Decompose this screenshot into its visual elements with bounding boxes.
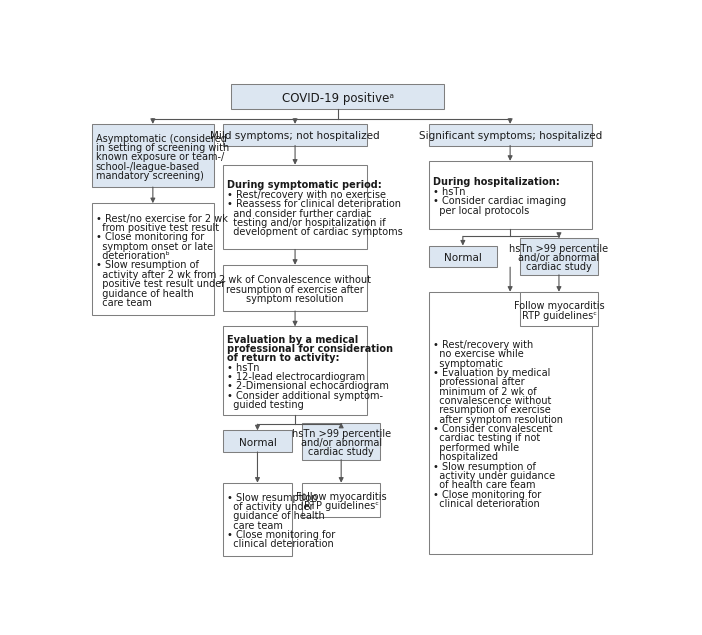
Text: • Consider additional symptom-: • Consider additional symptom- — [227, 391, 383, 401]
Bar — [223, 483, 291, 556]
Bar — [223, 164, 366, 250]
Text: performed while: performed while — [432, 443, 519, 453]
Text: symptomatic: symptomatic — [432, 359, 503, 368]
Bar — [223, 431, 291, 452]
Text: 2 wk of Convalescence without: 2 wk of Convalescence without — [219, 276, 371, 285]
Text: hsTn >99 percentile: hsTn >99 percentile — [291, 429, 391, 439]
Text: symptom onset or late: symptom onset or late — [95, 242, 213, 251]
Bar — [520, 292, 597, 326]
Text: guidance of health: guidance of health — [95, 288, 193, 298]
Text: hospitalized: hospitalized — [432, 452, 498, 462]
Bar — [520, 238, 597, 275]
Text: • 2-Dimensional echocardiogram: • 2-Dimensional echocardiogram — [227, 382, 389, 392]
Bar — [429, 124, 592, 145]
Text: • Slow resumption of: • Slow resumption of — [95, 260, 199, 271]
Text: hsTn >99 percentile: hsTn >99 percentile — [510, 244, 609, 254]
Text: Follow myocarditis: Follow myocarditis — [296, 492, 387, 502]
Bar — [303, 423, 380, 460]
Text: • Close monitoring for: • Close monitoring for — [95, 232, 204, 243]
Text: • Consider cardiac imaging: • Consider cardiac imaging — [432, 196, 566, 206]
Bar — [429, 161, 592, 229]
Text: per local protocols: per local protocols — [432, 206, 529, 215]
Text: school-/league-based: school-/league-based — [95, 161, 199, 171]
Text: cardiac study: cardiac study — [308, 447, 374, 457]
Text: COVID-19 positiveᵃ: COVID-19 positiveᵃ — [282, 92, 394, 105]
Text: • Rest/recovery with: • Rest/recovery with — [432, 340, 533, 350]
Bar — [92, 124, 214, 187]
Text: in setting of screening with: in setting of screening with — [95, 143, 229, 153]
Text: positive test result under: positive test result under — [95, 279, 225, 289]
Text: RTP guidelinesᶜ: RTP guidelinesᶜ — [304, 502, 378, 511]
Text: clinical deterioration: clinical deterioration — [227, 540, 334, 549]
Text: minimum of 2 wk of: minimum of 2 wk of — [432, 387, 536, 397]
Text: guidance of health: guidance of health — [227, 511, 325, 521]
Text: clinical deterioration: clinical deterioration — [432, 499, 539, 509]
Text: of activity under: of activity under — [227, 502, 314, 512]
Text: During hospitalization:: During hospitalization: — [432, 177, 559, 187]
Bar — [303, 483, 380, 518]
Text: and consider further cardiac: and consider further cardiac — [227, 208, 372, 218]
Text: cardiac study: cardiac study — [526, 262, 592, 272]
Text: from positive test result: from positive test result — [95, 223, 218, 233]
Text: • hsTn: • hsTn — [227, 363, 260, 373]
Text: Mild symptoms; not hospitalized: Mild symptoms; not hospitalized — [211, 131, 380, 141]
Bar — [223, 326, 366, 415]
Text: resumption of exercise: resumption of exercise — [432, 405, 550, 415]
Text: of return to activity:: of return to activity: — [227, 354, 340, 363]
Text: resumption of exercise after: resumption of exercise after — [226, 284, 364, 295]
Text: Normal: Normal — [239, 438, 277, 448]
Text: Asymptomatic (considered: Asymptomatic (considered — [95, 133, 226, 144]
Text: • Reassess for clinical deterioration: • Reassess for clinical deterioration — [227, 199, 402, 209]
Text: deteriorationᵇ: deteriorationᵇ — [95, 251, 169, 261]
Text: During symptomatic period:: During symptomatic period: — [227, 180, 382, 190]
Text: and/or abnormal: and/or abnormal — [300, 438, 382, 448]
Text: known exposure or team-/: known exposure or team-/ — [95, 152, 224, 162]
Text: mandatory screening): mandatory screening) — [95, 171, 204, 181]
Text: cardiac testing if not: cardiac testing if not — [432, 434, 540, 443]
Text: development of cardiac symptoms: development of cardiac symptoms — [227, 227, 403, 237]
Text: care team: care team — [95, 298, 152, 308]
Text: activity after 2 wk from: activity after 2 wk from — [95, 270, 216, 280]
Text: Evaluation by a medical: Evaluation by a medical — [227, 335, 359, 345]
Text: of health care team: of health care team — [432, 480, 535, 490]
Text: no exercise while: no exercise while — [432, 349, 524, 359]
Text: • Slow resumption: • Slow resumption — [227, 493, 318, 503]
Text: • hsTn: • hsTn — [432, 187, 465, 197]
Text: Significant symptoms; hospitalized: Significant symptoms; hospitalized — [418, 131, 602, 141]
Bar — [429, 246, 497, 267]
Text: Normal: Normal — [444, 253, 482, 263]
Text: • Rest/no exercise for 2 wk: • Rest/no exercise for 2 wk — [95, 214, 227, 224]
Text: guided testing: guided testing — [227, 400, 304, 410]
Bar — [223, 265, 366, 311]
Text: • Slow resumption of: • Slow resumption of — [432, 462, 536, 472]
Text: and/or abnormal: and/or abnormal — [518, 253, 600, 263]
Text: Follow myocarditis: Follow myocarditis — [514, 301, 604, 311]
Text: • Consider convalescent: • Consider convalescent — [432, 424, 552, 434]
Text: after symptom resolution: after symptom resolution — [432, 415, 562, 425]
Text: • Rest/recovery with no exercise: • Rest/recovery with no exercise — [227, 190, 386, 200]
Text: testing and/or hospitalization if: testing and/or hospitalization if — [227, 218, 386, 228]
Text: • Evaluation by medical: • Evaluation by medical — [432, 368, 550, 378]
Text: professional after: professional after — [432, 377, 524, 387]
Text: professional for consideration: professional for consideration — [227, 344, 393, 354]
Bar — [231, 84, 444, 109]
Text: • Close monitoring for: • Close monitoring for — [432, 490, 541, 500]
Text: convalescence without: convalescence without — [432, 396, 551, 406]
Text: • 12-lead electrocardiogram: • 12-lead electrocardiogram — [227, 372, 365, 382]
Bar — [223, 124, 366, 145]
Bar — [429, 292, 592, 554]
Text: • Close monitoring for: • Close monitoring for — [227, 530, 336, 540]
Text: symptom resolution: symptom resolution — [246, 294, 344, 304]
Text: RTP guidelinesᶜ: RTP guidelinesᶜ — [522, 311, 597, 321]
Bar — [92, 203, 214, 315]
Text: care team: care team — [227, 521, 283, 531]
Text: activity under guidance: activity under guidance — [432, 471, 555, 481]
